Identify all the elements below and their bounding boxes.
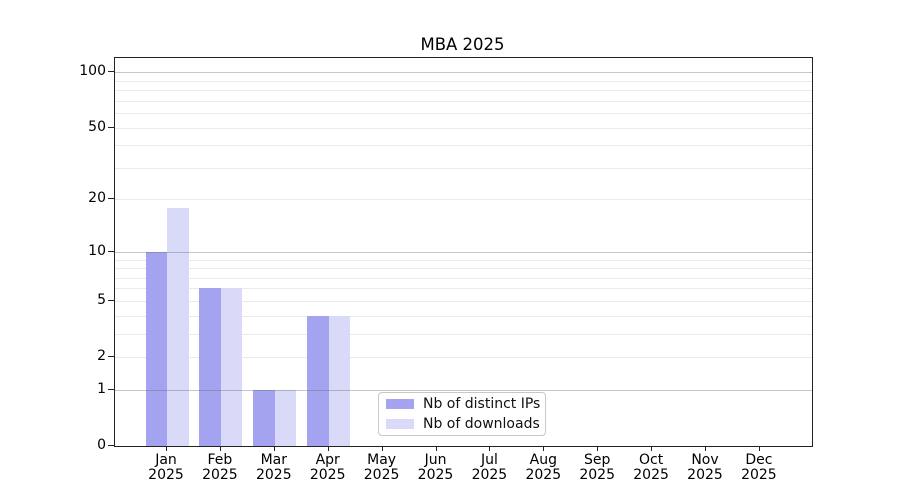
bar-downloads [274, 389, 297, 446]
x-tick-label: Jul 2025 [471, 452, 508, 483]
y-gridline [115, 315, 812, 317]
y-tick-label: 50 [88, 118, 106, 135]
y-tick-label: 20 [88, 190, 106, 207]
y-gridline [115, 199, 812, 201]
legend: Nb of distinct IPs Nb of downloads [378, 392, 546, 436]
x-tick-label: Oct 2025 [633, 452, 669, 483]
y-gridline [115, 277, 812, 279]
y-gridline [115, 268, 812, 269]
y-gridline [115, 72, 812, 74]
bar-downloads [328, 315, 351, 446]
x-tick-label: Feb 2025 [202, 452, 238, 483]
bar-distinct-ips [199, 288, 221, 446]
y-gridline [115, 80, 812, 82]
y-tick-label: 2 [97, 348, 106, 365]
y-gridline [115, 300, 812, 302]
x-tick-mark [219, 446, 221, 451]
legend-row: Nb of distinct IPs [386, 396, 545, 412]
x-tick-mark [489, 446, 491, 451]
y-tick-label: 10 [88, 242, 106, 259]
y-gridline [115, 167, 812, 169]
y-tick-label: 100 [79, 63, 106, 80]
x-tick-mark [651, 446, 653, 451]
y-gridline [115, 251, 812, 253]
x-tick-mark [597, 446, 599, 451]
legend-swatch-downloads [386, 419, 414, 429]
y-gridline [115, 259, 812, 261]
y-tick-mark [108, 250, 114, 252]
x-tick-mark [381, 446, 383, 451]
bar-downloads [167, 207, 189, 446]
y-gridline [115, 127, 812, 129]
y-tick-mark [108, 388, 114, 390]
y-gridline [115, 389, 812, 391]
y-tick-label: 1 [97, 380, 106, 397]
y-tick-mark [108, 198, 114, 200]
legend-swatch-distinct-ips [386, 399, 414, 409]
y-gridline [115, 90, 812, 92]
plot-area [114, 57, 813, 447]
legend-label: Nb of distinct IPs [423, 396, 541, 412]
x-tick-mark [543, 446, 545, 451]
y-tick-mark [108, 445, 114, 446]
bar-distinct-ips [253, 389, 275, 446]
y-gridline [115, 333, 812, 335]
bar-downloads [220, 288, 243, 446]
y-gridline [115, 100, 812, 102]
x-tick-label: Aug 2025 [525, 452, 562, 483]
x-tick-label: Nov 2025 [687, 452, 723, 483]
y-gridline [115, 145, 812, 147]
bar-distinct-ips [307, 315, 329, 446]
x-tick-label: Jan 2025 [148, 452, 184, 483]
y-gridline [115, 113, 812, 114]
legend-label: Nb of downloads [423, 416, 540, 432]
x-tick-label: Sep 2025 [579, 452, 615, 483]
y-gridline [115, 357, 812, 358]
chart-title: MBA 2025 [420, 35, 505, 54]
x-tick-label: Apr 2025 [309, 452, 346, 483]
x-tick-label: Mar 2025 [255, 452, 292, 483]
x-tick-mark [758, 446, 760, 451]
x-tick-label: Jun 2025 [417, 452, 454, 483]
y-tick-label: 0 [97, 437, 106, 453]
y-gridline [115, 288, 812, 290]
plot-inner [115, 58, 812, 446]
x-tick-mark [273, 446, 275, 451]
x-tick-mark [435, 446, 437, 451]
bar-distinct-ips [145, 251, 167, 446]
x-tick-label: May 2025 [363, 452, 400, 483]
x-tick-mark [327, 446, 329, 451]
y-tick-label: 5 [97, 291, 106, 308]
x-tick-mark [705, 446, 706, 451]
y-tick-mark [108, 71, 114, 73]
y-tick-mark [108, 299, 114, 301]
y-tick-mark [108, 356, 114, 357]
x-tick-label: Dec 2025 [741, 452, 777, 483]
y-tick-mark [108, 126, 114, 128]
legend-row: Nb of downloads [386, 416, 545, 432]
x-tick-mark [166, 446, 167, 451]
